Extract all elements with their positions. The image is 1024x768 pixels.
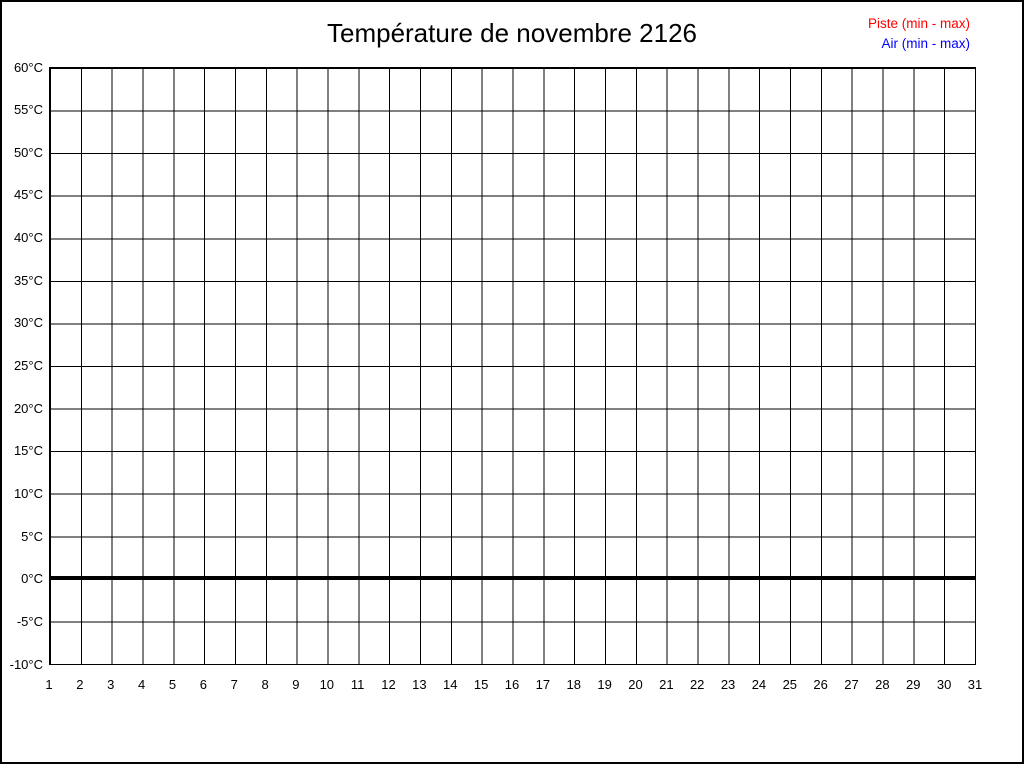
x-tick-label: 5 — [168, 677, 177, 692]
y-tick-label: 35°C — [13, 272, 43, 288]
y-tick-label: -10°C — [9, 656, 43, 672]
y-tick-label: 20°C — [13, 400, 43, 416]
x-tick-label: 29 — [906, 677, 921, 692]
legend-piste-label: Piste (min - max) — [867, 16, 970, 31]
x-tick-label: 9 — [292, 677, 300, 692]
x-tick-label: 30 — [936, 677, 952, 692]
x-tick-label: 26 — [813, 677, 828, 692]
x-tick-label: 27 — [844, 677, 859, 692]
x-tick-label: 23 — [720, 677, 736, 692]
x-tick-label: 16 — [504, 677, 520, 692]
plot-area — [49, 67, 976, 665]
x-tick-label: 12 — [381, 677, 396, 692]
legend-air-label: Air (min - max) — [881, 36, 971, 51]
x-tick-label: 21 — [659, 677, 674, 692]
x-tick-label: 4 — [137, 677, 146, 692]
x-tick-label: 24 — [751, 677, 767, 692]
y-tick-label: 10°C — [13, 485, 43, 501]
y-tick-label: -5°C — [16, 613, 43, 629]
x-tick-label: 14 — [443, 677, 458, 692]
x-tick-label: 7 — [230, 677, 238, 692]
x-tick-label: 1 — [45, 677, 53, 692]
y-tick-label: 50°C — [13, 144, 43, 160]
x-tick-label: 11 — [350, 677, 365, 692]
x-tick-label: 31 — [967, 677, 983, 692]
x-tick-label: 18 — [566, 677, 581, 692]
zero-degree-line — [50, 576, 975, 580]
x-tick-label: 25 — [782, 677, 798, 692]
x-tick-label: 19 — [597, 677, 612, 692]
y-tick-label: 60°C — [13, 59, 43, 75]
y-tick-label: 45°C — [13, 187, 43, 203]
x-tick-label: 10 — [319, 677, 335, 692]
x-tick-label: 8 — [261, 677, 269, 692]
x-tick-label: 2 — [76, 677, 84, 692]
x-tick-label: 22 — [689, 677, 705, 692]
y-tick-label: 55°C — [13, 102, 43, 118]
x-tick-label: 15 — [473, 677, 489, 692]
y-tick-label: 0°C — [21, 571, 43, 587]
y-tick-label: 5°C — [21, 528, 43, 544]
x-tick-label: 13 — [412, 677, 427, 692]
x-tick-label: 17 — [535, 677, 551, 692]
y-tick-label: 30°C — [13, 315, 43, 331]
y-tick-label: 15°C — [13, 443, 43, 459]
chart-legend: Piste (min - max) Air (min - max) — [868, 14, 970, 54]
chart-title: Température de novembre 2126 — [326, 18, 697, 48]
x-tick-label: 6 — [199, 677, 207, 692]
x-tick-label: 28 — [875, 677, 890, 692]
x-tick-label: 3 — [107, 677, 115, 692]
y-tick-label: 40°C — [13, 230, 43, 246]
x-tick-label: 20 — [628, 677, 643, 692]
y-tick-label: 25°C — [13, 358, 43, 373]
